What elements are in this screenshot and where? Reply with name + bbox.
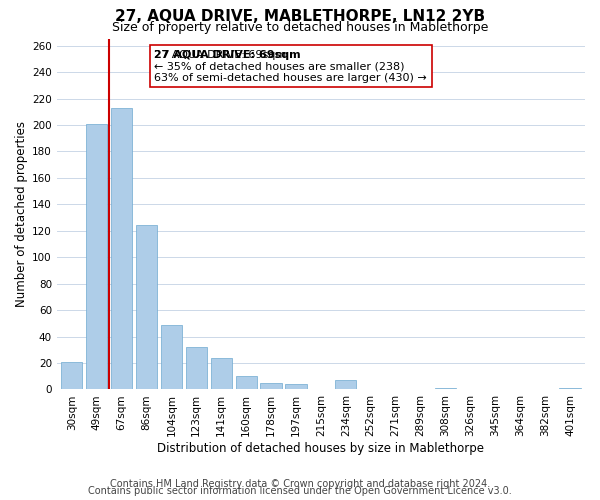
Bar <box>286 384 307 390</box>
Bar <box>335 380 356 390</box>
Bar <box>435 388 456 390</box>
Bar <box>186 347 207 390</box>
Text: Contains HM Land Registry data © Crown copyright and database right 2024.: Contains HM Land Registry data © Crown c… <box>110 479 490 489</box>
Bar <box>111 108 132 390</box>
Bar <box>86 124 107 390</box>
Text: Size of property relative to detached houses in Mablethorpe: Size of property relative to detached ho… <box>112 21 488 34</box>
Bar <box>260 383 281 390</box>
Bar <box>559 388 581 390</box>
Bar <box>161 324 182 390</box>
Text: Contains public sector information licensed under the Open Government Licence v3: Contains public sector information licen… <box>88 486 512 496</box>
X-axis label: Distribution of detached houses by size in Mablethorpe: Distribution of detached houses by size … <box>157 442 484 455</box>
Bar <box>236 376 257 390</box>
Bar <box>136 226 157 390</box>
Y-axis label: Number of detached properties: Number of detached properties <box>15 121 28 307</box>
Text: 27 AQUA DRIVE: 69sqm
← 35% of detached houses are smaller (238)
63% of semi-deta: 27 AQUA DRIVE: 69sqm ← 35% of detached h… <box>154 50 427 82</box>
Text: 27, AQUA DRIVE, MABLETHORPE, LN12 2YB: 27, AQUA DRIVE, MABLETHORPE, LN12 2YB <box>115 9 485 24</box>
Bar <box>211 358 232 390</box>
Bar <box>61 362 82 390</box>
Text: 27 AQUA DRIVE: 69sqm: 27 AQUA DRIVE: 69sqm <box>154 50 301 71</box>
